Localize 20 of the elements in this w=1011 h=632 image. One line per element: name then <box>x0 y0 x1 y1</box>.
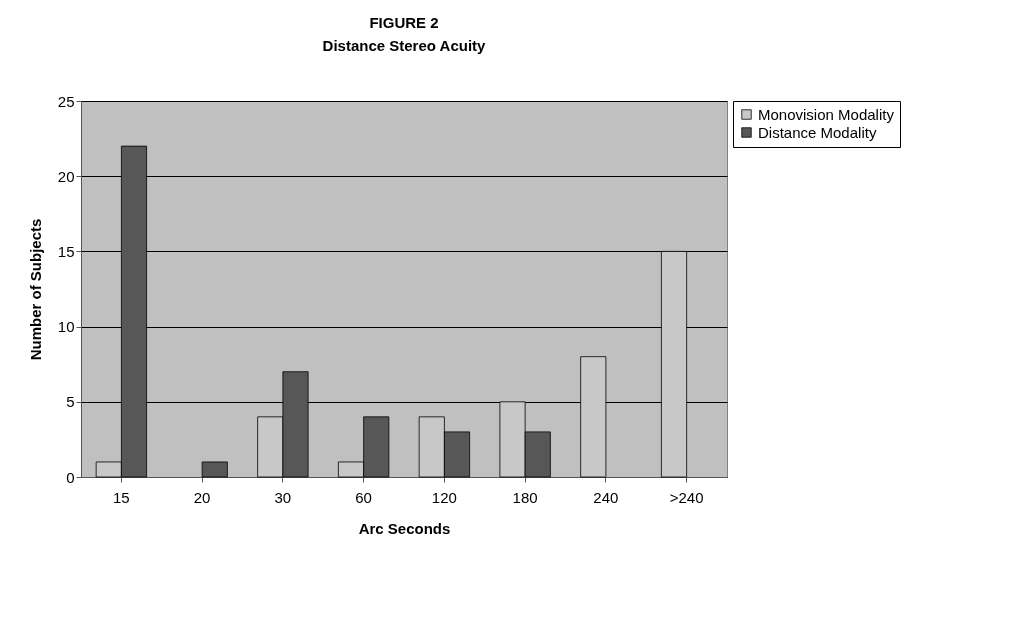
chart-title: FIGURE 2 <box>369 14 439 31</box>
legend-label: Monovision Modality <box>758 105 895 123</box>
y-tick-label: 25 <box>57 92 75 110</box>
x-tick-label: 60 <box>355 488 372 506</box>
y-tick-label: 0 <box>66 468 75 486</box>
x-axis-title: Arc Seconds <box>358 519 451 537</box>
y-axis-title: Number of Subjects <box>26 218 44 361</box>
x-tick-label: >240 <box>669 488 704 506</box>
x-tick-label: 20 <box>193 488 211 506</box>
y-tick-label: 15 <box>57 242 75 260</box>
x-tick-label: 15 <box>113 488 130 506</box>
x-tick-label: 120 <box>431 488 457 506</box>
x-tick-label: 240 <box>593 488 619 506</box>
x-tick-label: 30 <box>274 488 292 506</box>
legend-label: Distance Modality <box>758 123 877 141</box>
y-tick-label: 20 <box>57 167 75 185</box>
y-tick-label: 10 <box>57 318 75 336</box>
y-tick-label: 5 <box>66 393 75 411</box>
x-tick-label: 180 <box>512 488 538 506</box>
chart-subtitle: Distance Stereo Acuity <box>322 37 487 54</box>
